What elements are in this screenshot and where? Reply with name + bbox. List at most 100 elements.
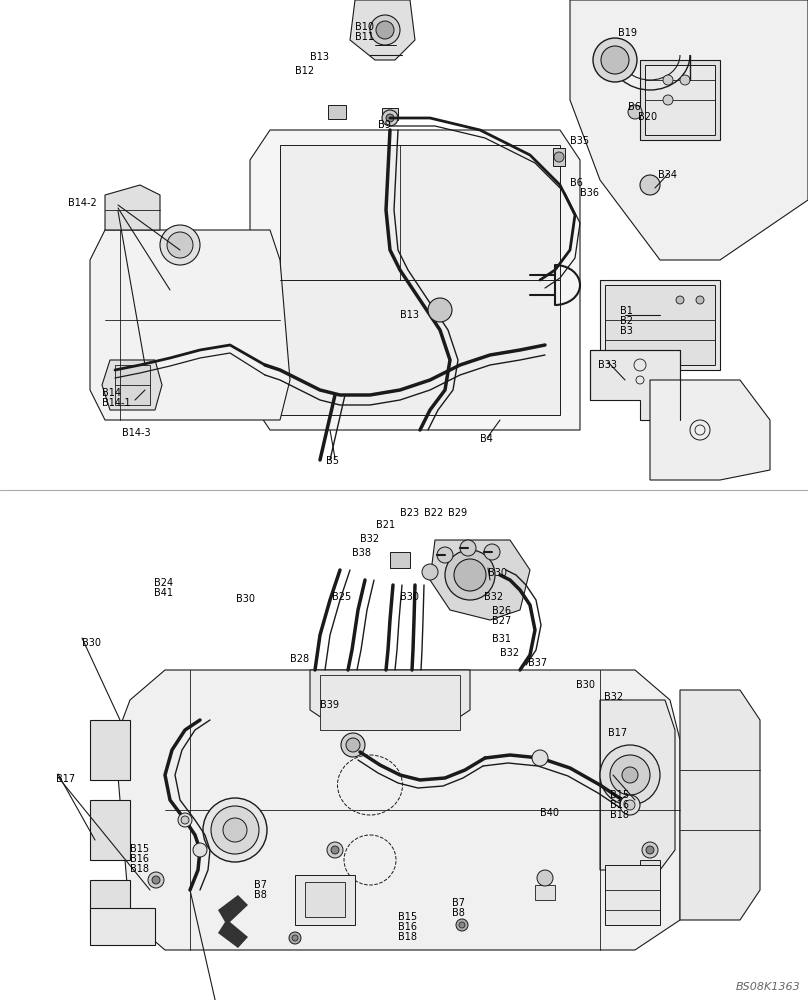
Circle shape xyxy=(341,733,365,757)
Bar xyxy=(295,875,355,925)
Text: B4: B4 xyxy=(480,434,493,444)
Text: B3: B3 xyxy=(620,326,633,336)
Polygon shape xyxy=(600,700,675,870)
Text: B30: B30 xyxy=(236,594,255,604)
Circle shape xyxy=(178,813,192,827)
Text: B6: B6 xyxy=(628,102,641,112)
Text: B34: B34 xyxy=(658,170,677,180)
Text: B26: B26 xyxy=(492,606,511,616)
Circle shape xyxy=(331,846,339,854)
Polygon shape xyxy=(102,360,162,410)
Circle shape xyxy=(289,932,301,944)
Text: B5: B5 xyxy=(326,456,339,466)
Polygon shape xyxy=(650,380,770,480)
Circle shape xyxy=(327,842,343,858)
Text: B18: B18 xyxy=(130,864,149,874)
Text: B1: B1 xyxy=(620,306,633,316)
Text: B11: B11 xyxy=(355,32,374,42)
Bar xyxy=(535,885,555,900)
Text: B32: B32 xyxy=(604,692,623,702)
Text: B31: B31 xyxy=(492,634,511,644)
Text: B27: B27 xyxy=(492,616,511,626)
Circle shape xyxy=(680,75,690,85)
Circle shape xyxy=(646,846,654,854)
Bar xyxy=(320,675,460,730)
Circle shape xyxy=(625,800,635,810)
Text: B40: B40 xyxy=(540,808,559,818)
Circle shape xyxy=(696,296,704,304)
Polygon shape xyxy=(310,670,470,730)
Text: B28: B28 xyxy=(290,654,309,664)
Text: B19: B19 xyxy=(618,28,637,38)
Text: B23: B23 xyxy=(400,508,419,518)
Text: B30: B30 xyxy=(488,568,507,578)
Text: B15: B15 xyxy=(610,790,629,800)
Text: B35: B35 xyxy=(570,136,589,146)
Bar xyxy=(305,882,345,917)
Text: B10: B10 xyxy=(355,22,374,32)
Circle shape xyxy=(211,806,259,854)
Circle shape xyxy=(160,225,200,265)
Text: B17: B17 xyxy=(608,728,627,738)
Text: B15: B15 xyxy=(130,844,149,854)
Bar xyxy=(390,552,410,568)
Text: B13: B13 xyxy=(400,310,419,320)
Bar xyxy=(382,108,398,120)
Circle shape xyxy=(620,795,640,815)
Circle shape xyxy=(663,75,673,85)
Circle shape xyxy=(437,547,453,563)
Circle shape xyxy=(532,750,548,766)
Circle shape xyxy=(148,872,164,888)
Circle shape xyxy=(459,922,465,928)
Text: B30: B30 xyxy=(82,638,101,648)
Circle shape xyxy=(370,15,400,45)
Circle shape xyxy=(600,745,660,805)
Text: B14: B14 xyxy=(102,388,121,398)
Text: B36: B36 xyxy=(580,188,599,198)
Text: B14-1: B14-1 xyxy=(102,398,131,408)
Text: B2: B2 xyxy=(620,316,633,326)
Circle shape xyxy=(628,105,642,119)
Text: B8: B8 xyxy=(254,890,267,900)
Circle shape xyxy=(223,818,247,842)
Bar xyxy=(553,148,565,166)
Circle shape xyxy=(663,95,673,105)
Polygon shape xyxy=(90,800,130,860)
Bar xyxy=(605,865,660,925)
Circle shape xyxy=(676,296,684,304)
Text: B14-2: B14-2 xyxy=(68,198,97,208)
Circle shape xyxy=(454,559,486,591)
Polygon shape xyxy=(350,0,415,60)
Text: B41: B41 xyxy=(154,588,173,598)
Circle shape xyxy=(593,38,637,82)
Text: B8: B8 xyxy=(452,908,465,918)
Circle shape xyxy=(193,843,207,857)
Circle shape xyxy=(181,816,189,824)
Text: B32: B32 xyxy=(360,534,379,544)
Circle shape xyxy=(346,738,360,752)
Text: B16: B16 xyxy=(398,922,417,932)
Circle shape xyxy=(167,232,193,258)
Polygon shape xyxy=(105,185,160,230)
Text: B16: B16 xyxy=(130,854,149,864)
Text: B12: B12 xyxy=(295,66,314,76)
Text: B17: B17 xyxy=(56,774,75,784)
Polygon shape xyxy=(250,130,580,430)
Polygon shape xyxy=(115,670,680,950)
Bar xyxy=(115,365,150,405)
Polygon shape xyxy=(570,0,808,260)
Bar xyxy=(328,105,346,119)
Text: B38: B38 xyxy=(352,548,371,558)
Circle shape xyxy=(376,21,394,39)
Circle shape xyxy=(445,550,495,600)
Circle shape xyxy=(554,152,564,162)
Circle shape xyxy=(456,919,468,931)
Text: B30: B30 xyxy=(400,592,419,602)
Circle shape xyxy=(382,110,398,126)
Circle shape xyxy=(640,175,660,195)
Circle shape xyxy=(642,842,658,858)
Text: B18: B18 xyxy=(398,932,417,942)
Polygon shape xyxy=(590,350,680,420)
Polygon shape xyxy=(680,690,760,920)
Text: B6: B6 xyxy=(570,178,583,188)
